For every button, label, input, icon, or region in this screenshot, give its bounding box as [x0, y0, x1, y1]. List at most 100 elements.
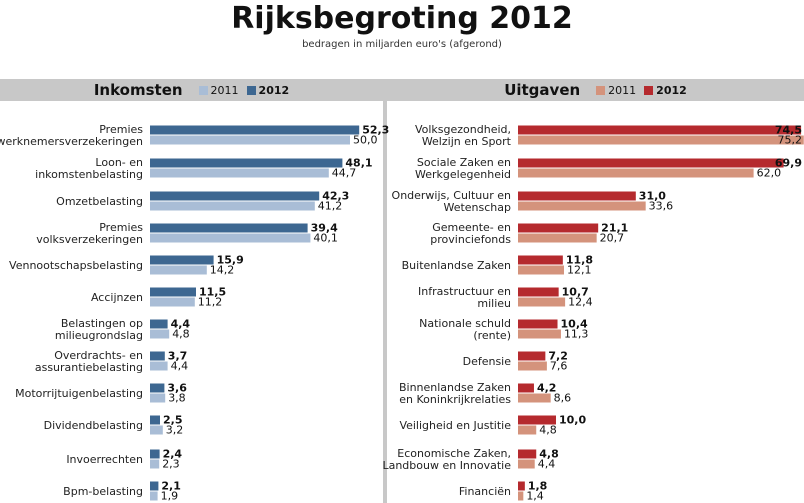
expense-bar-2011 [518, 361, 547, 371]
expense-value-label-2011: 11,3 [564, 328, 589, 341]
income-category-label: Invoerrechten [66, 453, 143, 466]
income-bar-2012 [150, 125, 360, 135]
expense-category-label: Nationale schuld (rente) [419, 317, 511, 342]
income-bar-2012 [150, 158, 343, 168]
income-category-label: Belastingen op milieugrondslag [55, 317, 143, 342]
income-legend-2011: 2011 [198, 83, 239, 97]
income-bar-2011 [150, 135, 350, 145]
expense-bar-2012 [518, 415, 556, 425]
income-bar-2012 [150, 319, 168, 329]
income-value-label-2011: 14,2 [210, 264, 235, 277]
income-value-label-2011: 41,2 [318, 200, 343, 213]
income-bar-2012 [150, 383, 165, 393]
legend-label-2011: 2011 [608, 83, 637, 97]
income-bar-2012 [150, 255, 214, 265]
expense-bar-2011 [518, 329, 561, 339]
expense-value-label-2011: 4,4 [538, 458, 556, 471]
income-value-label-2012: 3,6 [167, 382, 187, 395]
expense-value-label-2011: 33,6 [649, 200, 674, 213]
expense-bar-2012 [518, 158, 784, 168]
income-value-label-2012: 42,3 [322, 190, 349, 203]
expense-legend-2012: 2012 [644, 84, 687, 97]
income-bar-2012 [150, 191, 320, 201]
expense-value-label-2012: 4,8 [539, 448, 559, 461]
expense-category-label: Defensie [463, 355, 512, 368]
expense-value-label-2011: 62,0 [757, 167, 782, 180]
income-bar-2012 [150, 351, 165, 361]
expense-value-label-2012: 21,1 [601, 222, 628, 235]
income-legend-2012: 2012 [246, 83, 290, 97]
expense-value-label-2011: 12,1 [567, 264, 592, 277]
expense-value-label-2012: 31,0 [639, 190, 666, 203]
legend-label-2011: 2011 [210, 83, 239, 97]
expense-category-label: Gemeente- en provinciefonds [430, 221, 511, 246]
income-value-label-2012: 15,9 [217, 254, 244, 267]
expense-value-label-2011: 12,4 [568, 296, 593, 309]
income-bar-2011 [150, 425, 163, 435]
expense-bar-2012 [518, 383, 534, 393]
income-bar-2012 [150, 223, 308, 233]
income-value-label-2011: 3,2 [166, 424, 184, 437]
income-value-label-2011: 40,1 [313, 232, 338, 245]
expense-value-label-2012: 69,9 [775, 157, 802, 170]
income-bar-2011 [150, 233, 311, 243]
income-bar-2011 [150, 201, 315, 211]
legend-label-2012: 2012 [258, 83, 290, 97]
income-value-label-2011: 11,2 [198, 296, 223, 309]
income-header: Inkomsten 2011 2012 [0, 79, 383, 101]
expense-value-label-2011: 7,6 [550, 360, 568, 373]
expense-bar-2012 [518, 223, 599, 233]
income-value-label-2011: 1,9 [161, 490, 179, 503]
income-value-label-2011: 4,4 [171, 360, 189, 373]
expense-bar-2011 [518, 201, 646, 211]
expense-value-label-2012: 10,0 [559, 414, 586, 427]
expense-bar-2011 [518, 393, 551, 403]
chart-subtitle: bedragen in miljarden euro's (afgerond) [302, 39, 502, 50]
income-value-label-2011: 4,8 [172, 328, 190, 341]
expense-value-label-2011: 20,7 [600, 232, 625, 245]
income-bar-2011 [150, 491, 158, 501]
expense-value-label-2012: 10,7 [562, 286, 589, 299]
expense-bar-2012 [518, 191, 636, 201]
income-category-label: Premies werknemersverzekeringen [0, 123, 143, 148]
income-value-label-2012: 48,1 [345, 157, 372, 170]
expense-bar-2011 [518, 233, 597, 243]
expense-value-label-2012: 10,4 [561, 318, 588, 331]
expense-value-label-2011: 75,2 [778, 134, 803, 147]
expense-bar-2011 [518, 135, 804, 145]
expense-bar-2011 [518, 297, 566, 307]
expense-category-label: Onderwijs, Cultuur en Wetenschap [392, 189, 511, 214]
expense-bar-2011 [518, 459, 535, 469]
income-value-label-2012: 39,4 [311, 222, 338, 235]
income-bar-2011 [150, 459, 160, 469]
income-category-label: Dividendbelasting [44, 419, 143, 432]
income-category-label: Bpm-belasting [63, 485, 143, 498]
income-value-label-2011: 44,7 [332, 167, 357, 180]
income-title: Inkomsten [93, 81, 183, 99]
expense-category-label: Economische Zaken, Landbouw en Innovatie [382, 447, 511, 472]
expense-value-label-2011: 4,8 [539, 424, 557, 437]
income-value-label-2012: 11,5 [199, 286, 226, 299]
expense-bar-2012 [518, 351, 546, 361]
legend-swatch-2012 [246, 85, 256, 95]
legend-swatch-2011 [596, 85, 606, 95]
income-value-label-2012: 2,5 [163, 414, 183, 427]
expense-bar-2011 [518, 425, 537, 435]
panel-divider [383, 79, 387, 503]
expense-bar-2012 [518, 287, 559, 297]
income-bar-2011 [150, 329, 170, 339]
expense-bar-2011 [518, 491, 524, 501]
income-bar-2012 [150, 415, 160, 425]
income-category-label: Omzetbelasting [56, 195, 143, 208]
expense-bar-2012 [518, 481, 525, 491]
expense-bar-2011 [518, 265, 564, 275]
income-category-label: Vennootschapsbelasting [9, 259, 143, 272]
expense-bar-2011 [518, 168, 754, 178]
income-category-label: Accijnzen [91, 291, 143, 304]
expense-value-label-2012: 1,8 [528, 480, 548, 493]
expense-category-label: Buitenlandse Zaken [402, 259, 511, 272]
income-bar-2011 [150, 361, 168, 371]
expense-category-label: Financiën [459, 485, 511, 498]
income-value-label-2012: 4,4 [171, 318, 191, 331]
expense-value-label-2012: 4,2 [537, 382, 557, 395]
